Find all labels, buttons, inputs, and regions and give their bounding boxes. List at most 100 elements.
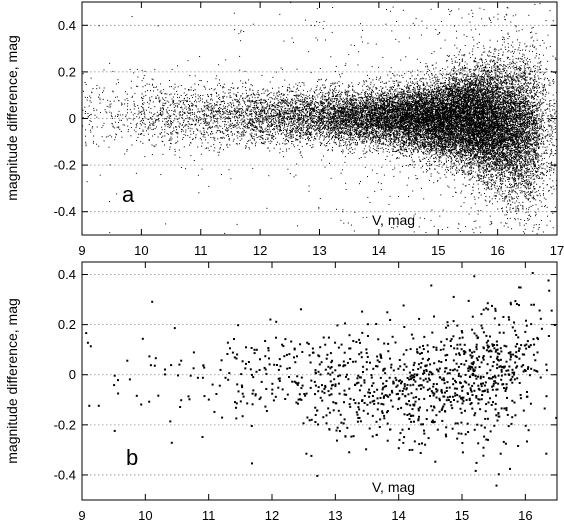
data-point — [527, 167, 529, 169]
data-point — [523, 87, 525, 89]
data-point — [525, 110, 527, 112]
data-point — [386, 94, 388, 95]
data-point — [375, 107, 377, 109]
data-point — [492, 90, 494, 92]
data-point — [510, 185, 512, 187]
data-point — [521, 72, 523, 74]
data-point — [496, 163, 498, 165]
data-point — [533, 98, 535, 100]
data-point — [164, 129, 166, 131]
data-point — [248, 79, 250, 81]
data-point — [309, 90, 311, 92]
data-point — [458, 137, 460, 138]
data-point — [147, 133, 149, 135]
data-point — [517, 128, 519, 130]
data-point — [283, 105, 285, 107]
data-point — [396, 112, 398, 114]
data-point — [181, 124, 183, 126]
data-point — [535, 143, 537, 145]
data-point — [518, 94, 520, 96]
data-point — [463, 136, 465, 138]
data-point — [475, 149, 477, 151]
data-point — [411, 159, 413, 161]
data-point — [534, 181, 536, 183]
data-point — [459, 90, 461, 92]
data-point — [457, 106, 459, 108]
data-point — [354, 99, 356, 101]
data-point — [291, 141, 293, 142]
data-point — [475, 126, 477, 128]
data-point — [252, 89, 254, 91]
data-point — [195, 136, 197, 138]
data-point — [323, 138, 325, 140]
data-point — [356, 92, 358, 94]
data-point — [499, 125, 501, 127]
data-point — [91, 127, 93, 129]
data-point — [262, 107, 264, 109]
data-point — [486, 187, 488, 189]
data-point — [519, 182, 521, 184]
data-point — [201, 111, 203, 113]
data-point — [533, 140, 535, 142]
data-point — [504, 138, 506, 140]
data-point — [317, 128, 319, 130]
data-point — [415, 140, 417, 142]
data-point — [358, 135, 360, 137]
data-point — [316, 8, 318, 10]
data-point — [247, 140, 249, 142]
data-point — [378, 113, 379, 115]
data-point — [487, 154, 489, 156]
data-point — [375, 98, 377, 100]
data-point — [405, 80, 407, 82]
data-point — [426, 135, 428, 137]
data-point — [512, 207, 514, 209]
data-point — [374, 132, 376, 134]
data-point — [419, 128, 421, 130]
data-point — [393, 175, 395, 177]
data-point — [294, 95, 296, 97]
data-point — [525, 79, 527, 81]
data-point — [427, 111, 429, 113]
data-point — [452, 138, 453, 140]
data-point — [397, 99, 399, 101]
data-point — [451, 62, 453, 64]
data-point — [409, 133, 411, 135]
data-point — [351, 99, 353, 101]
data-point — [406, 119, 408, 121]
data-point — [271, 123, 273, 125]
data-point — [529, 143, 531, 145]
data-point — [397, 117, 399, 118]
data-point — [512, 175, 514, 177]
data-point — [555, 139, 557, 141]
data-point — [485, 82, 487, 83]
data-point — [537, 69, 539, 71]
data-point — [489, 134, 491, 135]
data-point — [199, 99, 201, 101]
data-point — [535, 131, 537, 133]
data-point — [114, 127, 116, 129]
data-point — [539, 134, 540, 136]
x-tick-label: 11 — [194, 243, 208, 258]
data-point — [152, 124, 154, 126]
data-point — [324, 93, 326, 95]
data-point — [369, 134, 370, 136]
data-point — [381, 125, 383, 127]
data-point — [354, 95, 356, 97]
data-point — [396, 129, 398, 131]
data-point — [476, 105, 478, 107]
data-point — [495, 120, 497, 122]
data-point — [442, 86, 443, 88]
data-point — [395, 103, 397, 105]
data-point — [518, 106, 520, 108]
data-point — [341, 104, 343, 106]
data-point — [502, 66, 504, 67]
data-point — [498, 75, 500, 77]
data-point — [424, 124, 426, 126]
data-point — [456, 96, 458, 98]
data-point — [233, 111, 235, 113]
data-point — [534, 105, 536, 107]
data-point — [524, 123, 526, 124]
data-point — [522, 201, 524, 203]
data-point — [329, 125, 331, 127]
data-point — [511, 184, 513, 185]
